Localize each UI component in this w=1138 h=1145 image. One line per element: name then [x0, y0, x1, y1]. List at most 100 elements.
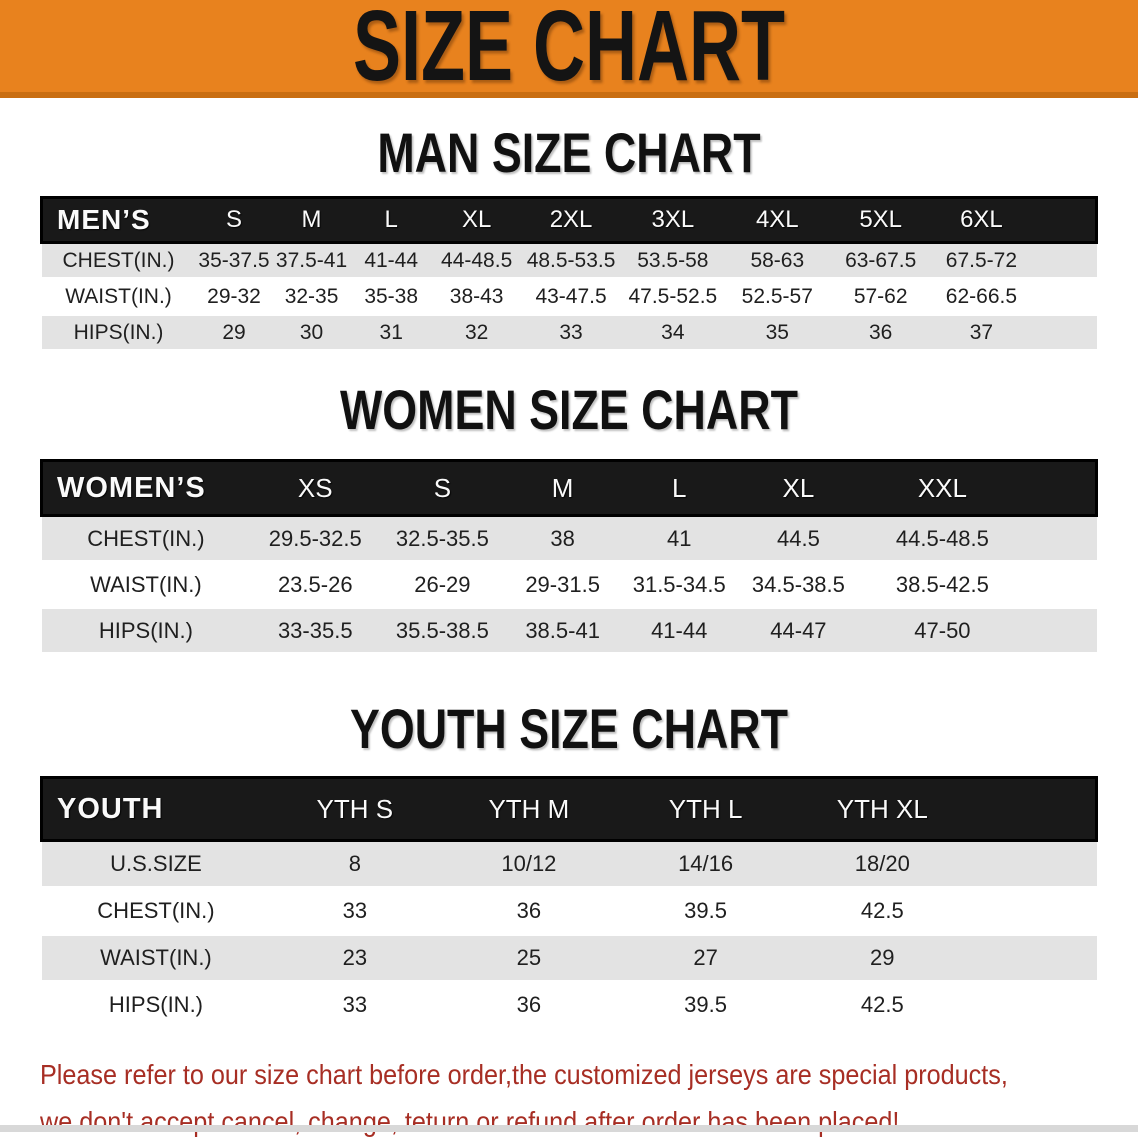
- size-value: 32-35: [272, 277, 351, 315]
- size-value: 47.5-52.5: [620, 277, 726, 315]
- spacer-cell: [1031, 313, 1097, 349]
- size-value: 58-63: [725, 241, 830, 279]
- size-value: 23: [270, 933, 440, 982]
- size-value: 52.5-57: [725, 277, 830, 315]
- spacer-cell: [1031, 277, 1097, 315]
- spacer-cell: [971, 886, 1097, 935]
- size-value: 33: [521, 313, 621, 349]
- spacer-cell: [1025, 459, 1098, 517]
- size-value: 41-44: [350, 241, 432, 279]
- measurement-row: CHEST(IN.) 35-37.5 37.5-41 41-44 44-48.5 48.5…: [41, 241, 1097, 279]
- disclaimer-line-1: Please refer to our size chart before or…: [40, 1059, 1008, 1090]
- row-label: U.S.SIZE: [41, 839, 271, 888]
- size-value: 62-66.5: [931, 277, 1031, 315]
- womens-size-table: WOMEN’S XS S M L XL XXL CHEST(IN.) 29.5-32.5 32.5…: [40, 459, 1098, 652]
- size-value: 8: [270, 839, 440, 888]
- size-value: 29: [792, 933, 972, 982]
- size-value: 67.5-72: [931, 241, 1031, 279]
- measurement-row: CHEST(IN.) 33 36 39.5 42.5: [41, 886, 1097, 935]
- size-value: 42.5: [792, 980, 972, 1027]
- size-value: 43-47.5: [521, 277, 621, 315]
- measurement-row: HIPS(IN.) 33-35.5 35.5-38.5 38.5-41 41-44 44-…: [41, 606, 1097, 652]
- size-value: 42.5: [792, 886, 972, 935]
- table-title-cell: WOMEN’S: [40, 459, 251, 517]
- row-label: WAIST(IN.): [41, 560, 251, 608]
- size-value: 34: [620, 313, 726, 349]
- spacer-cell: [1031, 196, 1098, 244]
- size-value: 63-67.5: [829, 241, 932, 279]
- size-value: 25: [439, 933, 619, 982]
- size-column-header: M: [272, 196, 351, 244]
- spacer-cell: [1025, 560, 1097, 608]
- spacer-cell: [1025, 514, 1097, 562]
- header-row: YOUTH YTH S YTH M YTH L YTH XL: [40, 776, 1098, 842]
- row-label: CHEST(IN.): [41, 241, 196, 279]
- size-value: 38-43: [431, 277, 522, 315]
- spacer-cell: [971, 839, 1097, 888]
- row-label: HIPS(IN.): [41, 606, 251, 652]
- size-value: 57-62: [829, 277, 932, 315]
- spacer-cell: [971, 776, 1098, 842]
- size-column-header: XL: [737, 459, 860, 517]
- size-column-header: YTH L: [618, 776, 793, 842]
- size-value: 35-38: [350, 277, 432, 315]
- size-value: 33: [270, 980, 440, 1027]
- spacer-cell: [1031, 241, 1097, 279]
- size-value: 32: [431, 313, 522, 349]
- header-row: WOMEN’S XS S M L XL XXL: [40, 459, 1098, 517]
- size-value: 34.5-38.5: [737, 560, 860, 608]
- size-column-header: 5XL: [829, 196, 932, 244]
- size-chart-banner: SIZE CHART: [0, 0, 1138, 98]
- row-label: WAIST(IN.): [41, 277, 196, 315]
- size-column-header: XS: [250, 459, 381, 517]
- spacer-cell: [971, 933, 1097, 982]
- row-label: HIPS(IN.): [41, 980, 271, 1027]
- size-value: 44.5: [737, 514, 860, 562]
- size-column-header: S: [195, 196, 273, 244]
- measurement-row: WAIST(IN.) 23 25 27 29: [41, 933, 1097, 982]
- row-label: CHEST(IN.): [41, 514, 251, 562]
- size-column-header: YTH M: [439, 776, 619, 842]
- size-value: 27: [618, 933, 793, 982]
- size-value: 31: [350, 313, 432, 349]
- size-value: 32.5-35.5: [380, 514, 505, 562]
- size-value: 23.5-26: [250, 560, 381, 608]
- size-value: 44-47: [737, 606, 860, 652]
- size-value: 18/20: [792, 839, 972, 888]
- youth-size-chart-heading: YOUTH SIZE CHART: [349, 697, 789, 760]
- size-value: 38.5-41: [504, 606, 621, 652]
- table-title-cell: YOUTH: [40, 776, 271, 842]
- size-value: 33: [270, 886, 440, 935]
- disclaimer-line-2: we don't accept cancel, change, teturn o…: [40, 1106, 900, 1137]
- bottom-edge-strip: [0, 1125, 1138, 1132]
- size-column-header: YTH S: [270, 776, 440, 842]
- size-column-header: 3XL: [620, 196, 726, 244]
- youth-size-table: YOUTH YTH S YTH M YTH L YTH XL U.S.SIZE 8 10/12…: [40, 776, 1098, 1027]
- size-value: 10/12: [439, 839, 619, 888]
- spacer-cell: [1025, 606, 1097, 652]
- measurement-row: HIPS(IN.) 33 36 39.5 42.5: [41, 980, 1097, 1027]
- size-column-header: 2XL: [521, 196, 621, 244]
- size-value: 37: [931, 313, 1031, 349]
- size-value: 26-29: [380, 560, 505, 608]
- size-value: 53.5-58: [620, 241, 726, 279]
- size-column-header: L: [350, 196, 432, 244]
- size-column-header: 4XL: [725, 196, 830, 244]
- size-value: 30: [272, 313, 351, 349]
- size-column-header: XL: [431, 196, 522, 244]
- size-value: 41: [620, 514, 738, 562]
- size-value: 44-48.5: [431, 241, 522, 279]
- size-value: 29: [195, 313, 273, 349]
- size-column-header: M: [504, 459, 621, 517]
- spacer-cell: [971, 980, 1097, 1027]
- measurement-row: U.S.SIZE 8 10/12 14/16 18/20: [41, 839, 1097, 888]
- disclaimer-note: Please refer to our size chart before or…: [40, 1051, 1138, 1145]
- size-column-header: XXL: [859, 459, 1026, 517]
- size-value: 39.5: [618, 980, 793, 1027]
- size-value: 33-35.5: [250, 606, 381, 652]
- size-column-header: 6XL: [931, 196, 1031, 244]
- size-column-header: S: [380, 459, 505, 517]
- size-value: 35.5-38.5: [380, 606, 505, 652]
- size-column-header: L: [620, 459, 738, 517]
